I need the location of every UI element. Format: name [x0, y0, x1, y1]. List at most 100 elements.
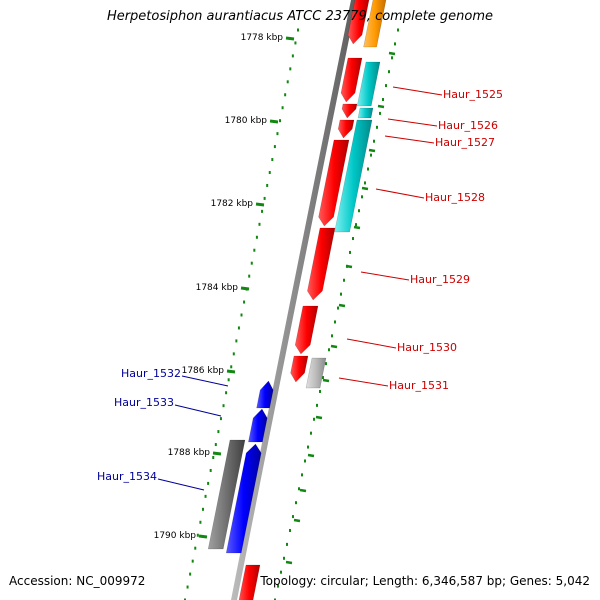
tick-dot-left [222, 404, 225, 408]
gene-box-cyan[interactable] [356, 61, 381, 107]
tick-dot-left [258, 222, 261, 226]
gene-arrow-blue-haur-1534[interactable] [225, 443, 262, 554]
tick-dot-left [279, 119, 282, 123]
gene-label[interactable]: Haur_1529 [410, 273, 470, 286]
tick-dot-left [212, 456, 215, 459]
tick-dot-right [358, 209, 360, 213]
tick-dot-right [283, 556, 285, 560]
tick-dot-left [255, 235, 258, 239]
tick-dot-right [307, 445, 309, 449]
tick-dot-right [355, 223, 357, 227]
tick-dash-right [315, 415, 323, 420]
tick-dot-right [379, 111, 381, 115]
tick-dot-right [277, 584, 279, 588]
kbp-tick-mark [226, 369, 236, 374]
gene-arrow-red-haur-1531[interactable] [290, 355, 309, 383]
topology-footer: Topology: circular; Length: 6,346,587 bp… [260, 574, 590, 588]
leader-line [387, 118, 438, 127]
gene-label[interactable]: Haur_1532 [121, 367, 181, 380]
tick-dash-right [285, 560, 293, 565]
map-title: Herpetosiphon aurantiacus ATCC 23779, co… [106, 9, 494, 24]
gene-arrow-orange[interactable] [363, 0, 387, 48]
tick-dot-right [325, 362, 327, 366]
gene-label[interactable]: Haur_1530 [397, 341, 457, 354]
gene-label[interactable]: Haur_1528 [425, 191, 485, 204]
tick-dot-right [382, 98, 384, 102]
tick-dot-right [322, 376, 324, 380]
gene-label[interactable]: Haur_1531 [389, 379, 449, 392]
tick-dot-left [235, 339, 238, 343]
tick-dot-right [397, 28, 399, 32]
tick-dot-right [280, 570, 282, 574]
gene-box-gray[interactable] [207, 439, 246, 550]
tick-dot-left [225, 391, 228, 395]
kbp-tick-mark [255, 202, 265, 207]
tick-dot-left [248, 274, 251, 278]
tick-dot-left [207, 481, 210, 485]
gene-arrow-blue-haur-1532[interactable] [256, 380, 274, 409]
tick-dot-right [289, 528, 291, 532]
tick-dot-right [334, 320, 336, 324]
kbp-tick-label: 1778 kbp [241, 33, 284, 43]
gene-label[interactable]: Haur_1525 [443, 88, 503, 101]
leader-line [392, 86, 443, 96]
tick-dot-left [199, 520, 202, 524]
tick-dot-right [301, 473, 303, 477]
tick-dash-right [388, 51, 396, 56]
tick-dash-right [307, 453, 315, 458]
tick-dot-right [364, 181, 366, 185]
gene-label[interactable]: Haur_1527 [435, 136, 495, 149]
tick-dot-left [194, 546, 197, 550]
gene-label[interactable]: Haur_1534 [97, 470, 157, 483]
gene-arrow-red[interactable] [238, 564, 261, 600]
kbp-tick-label: 1780 kbp [225, 116, 268, 126]
tick-dot-left [271, 158, 274, 162]
gene-arrow-red-haur-1528[interactable] [318, 139, 350, 227]
tick-dot-left [294, 41, 297, 45]
tick-dash-right [377, 104, 385, 109]
tick-dash-right [353, 225, 361, 230]
tick-dash-right [361, 186, 369, 191]
gene-arrow-red-haur-1525[interactable] [340, 57, 363, 103]
gene-arrow-red[interactable] [347, 0, 370, 45]
gene-arrow-red-haur-1529[interactable] [307, 227, 336, 301]
gene-arrow-red-haur-1527[interactable] [337, 119, 355, 139]
leader-line [384, 135, 435, 144]
tick-dot-left [184, 598, 186, 600]
leader-line [360, 271, 410, 281]
tick-dot-left [286, 80, 289, 84]
tick-dot-right [319, 389, 321, 393]
accession-footer: Accession: NC_009972 [9, 574, 145, 588]
kbp-tick-mark [212, 451, 222, 456]
gene-label[interactable]: Haur_1533 [114, 396, 174, 409]
tick-dot-left [189, 572, 192, 576]
gene-arrow-red-haur-1530[interactable] [294, 305, 319, 355]
leader-line [174, 404, 222, 417]
tick-dot-left [191, 559, 194, 563]
tick-dot-left [240, 313, 243, 317]
gene-label[interactable]: Haur_1526 [438, 119, 498, 132]
tick-dot-right [328, 348, 330, 352]
tick-dot-right [337, 306, 339, 310]
tick-dot-right [331, 334, 333, 338]
gene-arrow-red-haur-1526[interactable] [341, 103, 358, 119]
gene-arrow-blue-haur-1533[interactable] [248, 408, 268, 443]
tick-dot-left [268, 171, 271, 174]
tick-dot-right [394, 42, 396, 46]
tick-dot-left [281, 106, 284, 110]
gene-box-cyan[interactable] [334, 119, 373, 233]
leader-line [375, 188, 425, 199]
tick-dot-right [373, 139, 375, 143]
tick-dot-left [263, 196, 266, 200]
tick-dot-left [291, 54, 294, 58]
gene-box-cyan[interactable] [357, 107, 374, 119]
tick-dot-right [385, 84, 387, 88]
tick-dot-right [391, 56, 393, 60]
tick-dot-left [219, 417, 222, 421]
tick-dash-right [345, 264, 353, 269]
kbp-tick-label: 1784 kbp [196, 283, 239, 293]
tick-dot-left [276, 132, 279, 136]
tick-dot-left [209, 468, 212, 472]
gene-box-light-gray[interactable] [305, 357, 327, 389]
